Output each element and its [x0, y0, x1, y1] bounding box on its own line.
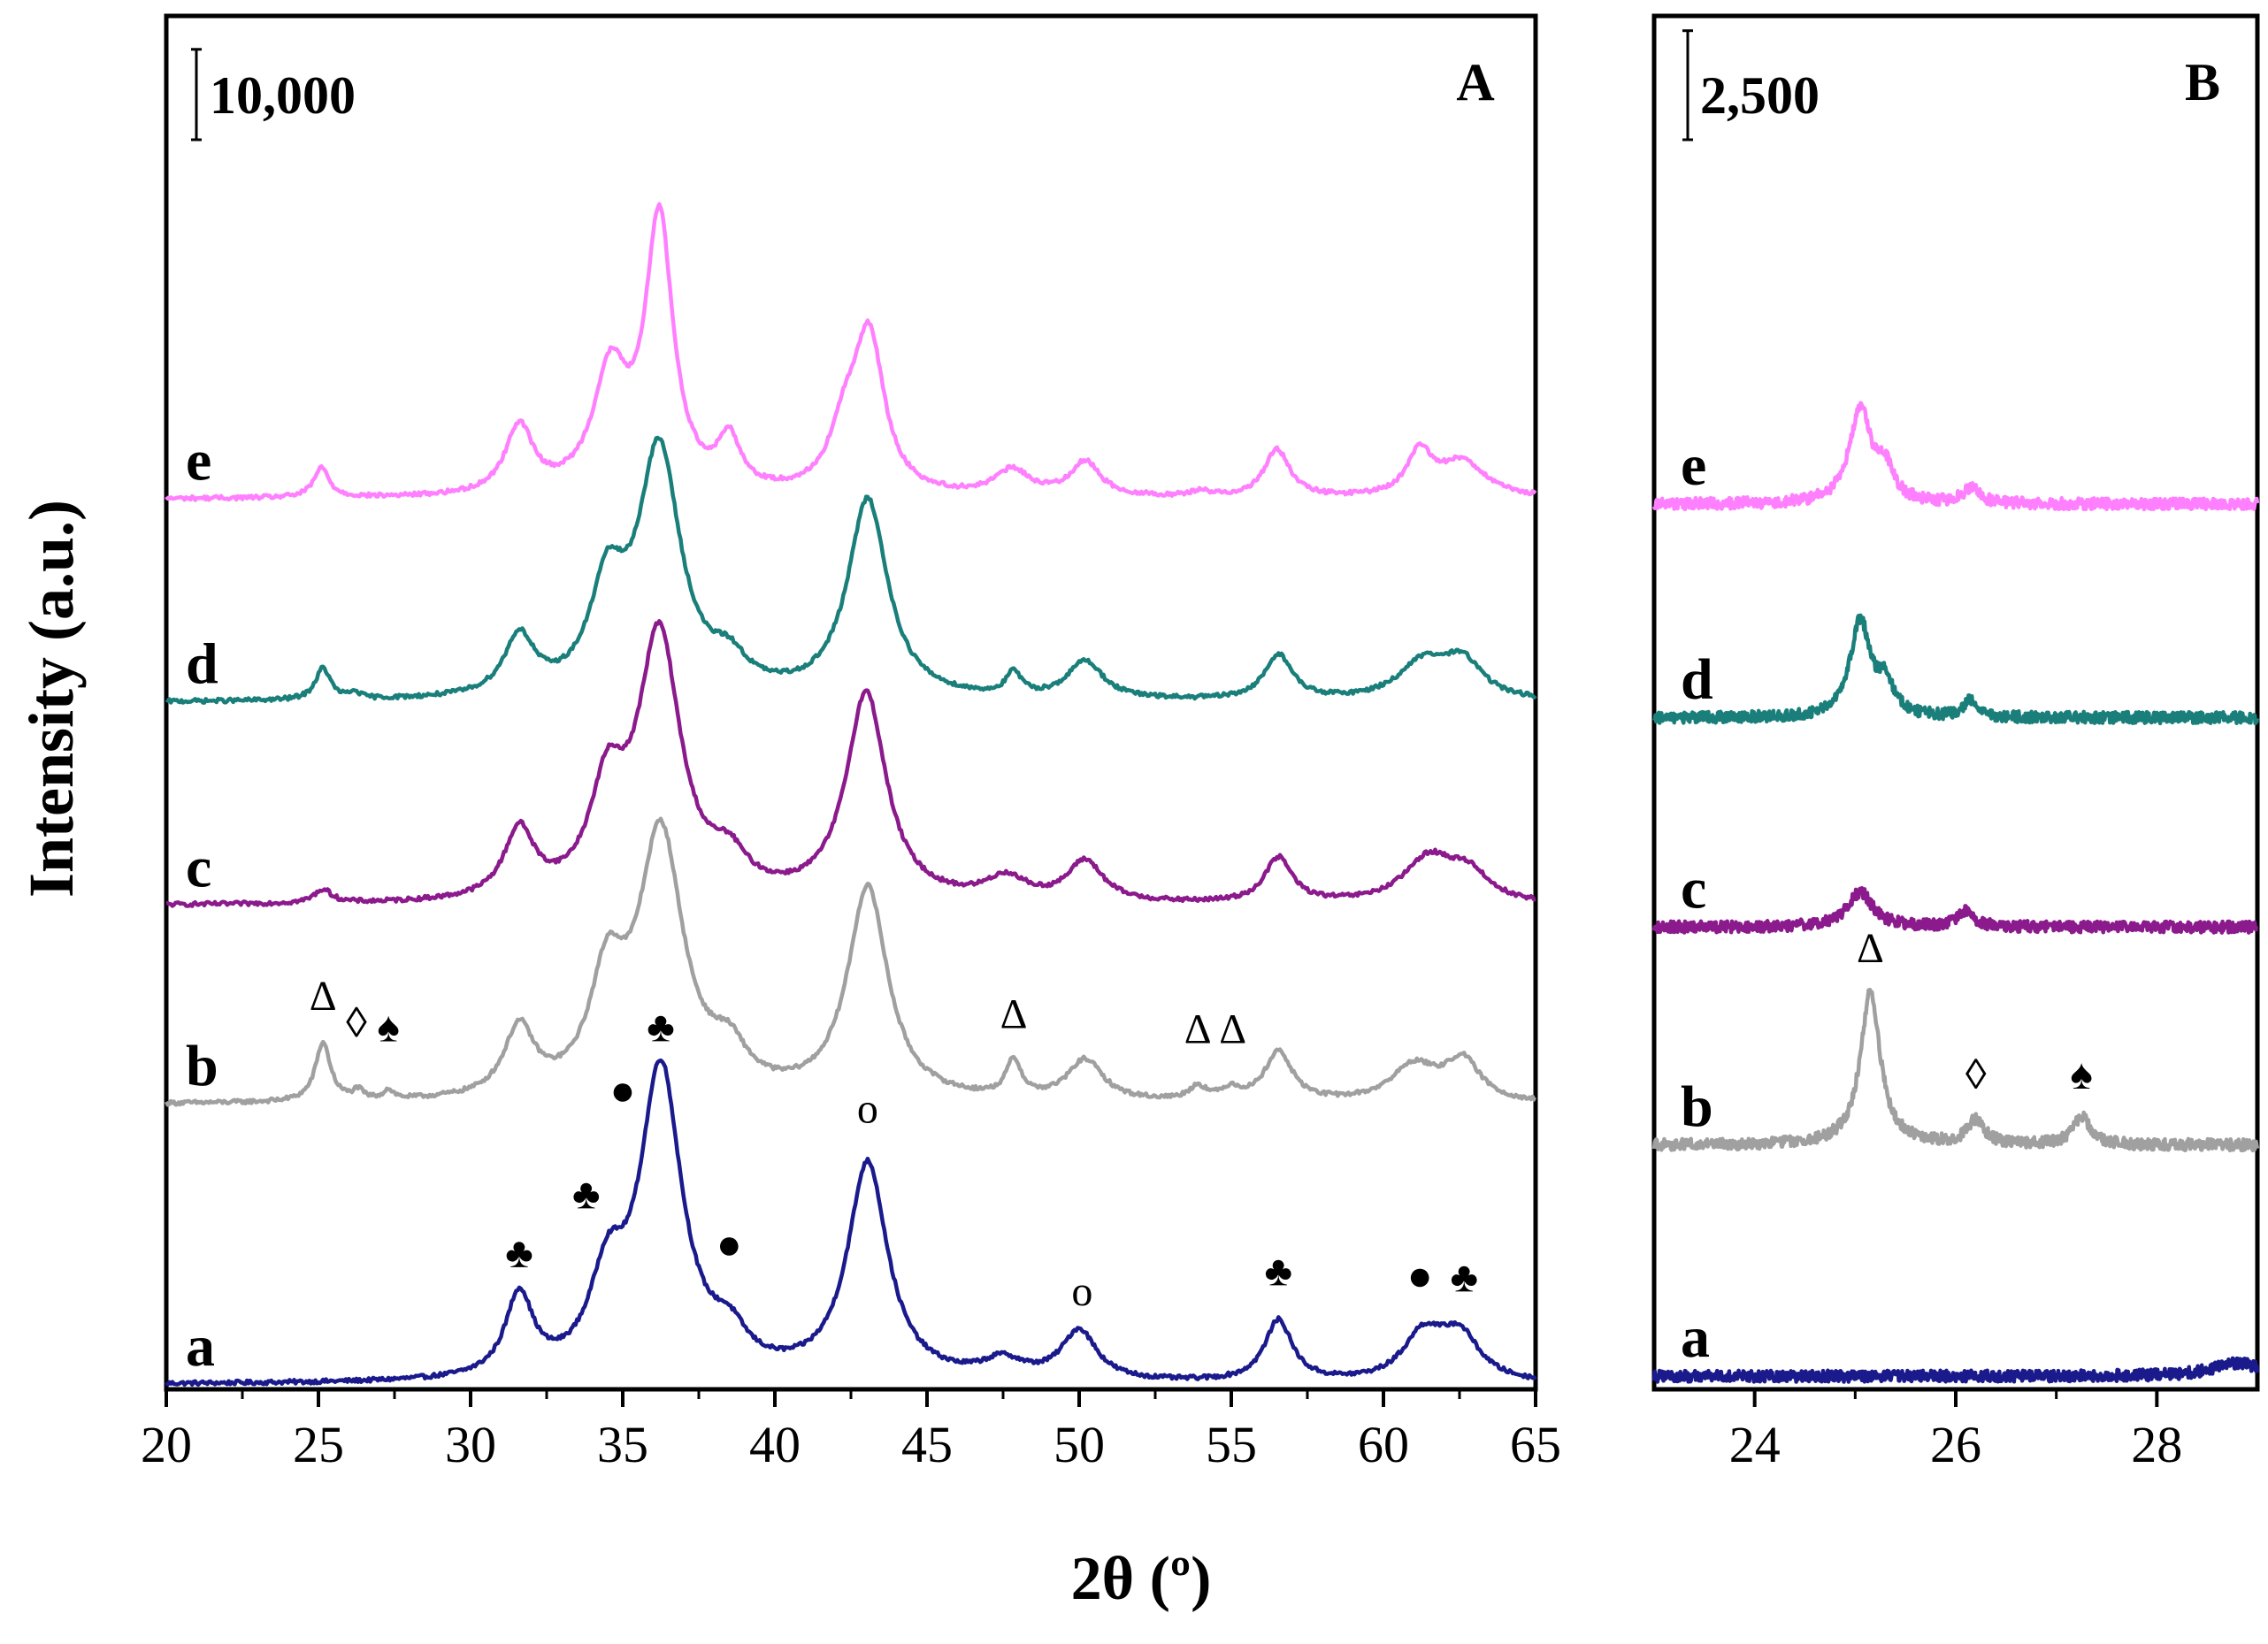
- panel-b-series-labels: a b c d e: [1681, 433, 1713, 1370]
- panel-a-phase-markers: Δ◊ ♠ Δ Δ Δ♣♣●♣●oo ♣ ● ♣: [310, 973, 1478, 1315]
- phase-marker: ●: [716, 1221, 742, 1268]
- phase-marker: Δ: [1184, 1006, 1212, 1053]
- phase-marker: o: [857, 1086, 878, 1133]
- series-label-a: a: [1681, 1305, 1710, 1370]
- series-line-d: [165, 435, 1537, 705]
- series-line-a: [1651, 1356, 2260, 1384]
- x-tick-label: 35: [597, 1416, 648, 1473]
- x-tick-label: 40: [749, 1416, 801, 1473]
- series-line-e: [1651, 401, 2260, 512]
- x-tick-label: 25: [293, 1416, 344, 1473]
- phase-marker: ◊: [346, 1000, 367, 1047]
- panel-b-label: B: [2185, 53, 2220, 111]
- series-line-c: [1651, 885, 2259, 935]
- phase-marker: Δ: [1000, 990, 1028, 1037]
- phase-marker: ♣: [647, 1005, 675, 1051]
- panel-a-x-axis: 20 25 30 35 40 45 50 55 60 65: [141, 1389, 1561, 1473]
- x-tick-label: 28: [2131, 1416, 2182, 1473]
- panel-a-label: A: [1456, 53, 1494, 111]
- panel-b-scale-bar-label: 2,500: [1700, 66, 1820, 125]
- series-label-a: a: [186, 1314, 215, 1379]
- phase-marker: ♣: [572, 1172, 601, 1219]
- y-axis-title: Intensity (a.u.): [16, 500, 87, 898]
- phase-marker: ♣: [1265, 1249, 1293, 1296]
- x-tick-label: 50: [1054, 1416, 1105, 1473]
- panel-a-scale-bar: 10,000: [191, 48, 356, 141]
- series-label-c: c: [1681, 856, 1706, 921]
- phase-marker: ●: [610, 1067, 636, 1114]
- phase-marker: ◊: [1965, 1051, 1987, 1098]
- panel-b-series: [1651, 401, 2260, 1384]
- panel-b-phase-markers: Δ ◊ ♠: [1857, 925, 2093, 1098]
- phase-marker: ♠: [2070, 1051, 2093, 1098]
- phase-marker: ♣: [505, 1230, 533, 1277]
- phase-marker: Δ: [1219, 1006, 1246, 1053]
- x-axis-title: 2θ (º): [1071, 1545, 1212, 1613]
- phase-marker: ♣: [1450, 1255, 1478, 1302]
- series-label-d: d: [186, 632, 218, 697]
- x-tick-label: 60: [1358, 1416, 1409, 1473]
- series-line-c: [165, 619, 1536, 908]
- x-tick-label: 65: [1510, 1416, 1561, 1473]
- series-label-d: d: [1681, 647, 1713, 712]
- x-tick-label: 24: [1729, 1416, 1781, 1473]
- panel-a-series-labels: a b c d e: [186, 429, 218, 1379]
- phase-marker: ♠: [377, 1005, 400, 1051]
- x-tick-label: 20: [141, 1416, 192, 1473]
- x-tick-label: 45: [901, 1416, 953, 1473]
- phase-marker: ●: [1407, 1253, 1433, 1300]
- series-label-c: c: [186, 835, 211, 899]
- series-line-d: [1652, 613, 2260, 726]
- panel-a-series: [164, 202, 1537, 1388]
- phase-marker: o: [1071, 1268, 1092, 1315]
- phase-marker: Δ: [1857, 925, 1884, 972]
- series-label-b: b: [186, 1034, 218, 1098]
- series-line-b: [1651, 987, 2260, 1153]
- series-line-e: [165, 202, 1537, 502]
- series-line-a: [165, 1058, 1537, 1388]
- panel-a-scale-bar-label: 10,000: [210, 66, 356, 125]
- x-tick-label: 30: [445, 1416, 496, 1473]
- series-label-b: b: [1681, 1074, 1713, 1139]
- panel-b-x-axis: 24 26 28: [1729, 1389, 2182, 1473]
- series-line-b: [164, 816, 1536, 1107]
- series-label-e: e: [1681, 433, 1706, 498]
- panel-b-scale-bar: 2,500: [1682, 29, 1820, 141]
- panel-b: a b c d e Δ ◊ ♠ 24 26 28 2,500 B: [1651, 13, 2260, 1473]
- series-label-e: e: [186, 429, 211, 493]
- phase-marker: Δ: [310, 973, 337, 1020]
- x-tick-label: 26: [1930, 1416, 1981, 1473]
- x-tick-label: 55: [1206, 1416, 1257, 1473]
